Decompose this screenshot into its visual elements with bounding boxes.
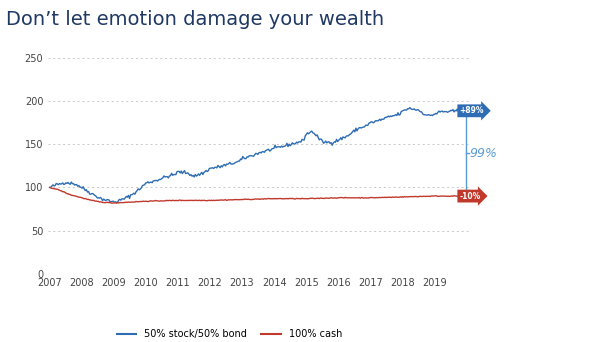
Text: 99%: 99% — [470, 147, 497, 160]
Legend: 50% stock/50% bond, 100% cash: 50% stock/50% bond, 100% cash — [113, 325, 346, 342]
Text: -10%: -10% — [459, 192, 480, 200]
Text: +89%: +89% — [459, 106, 484, 115]
Text: Don’t let emotion damage your wealth: Don’t let emotion damage your wealth — [6, 10, 384, 29]
